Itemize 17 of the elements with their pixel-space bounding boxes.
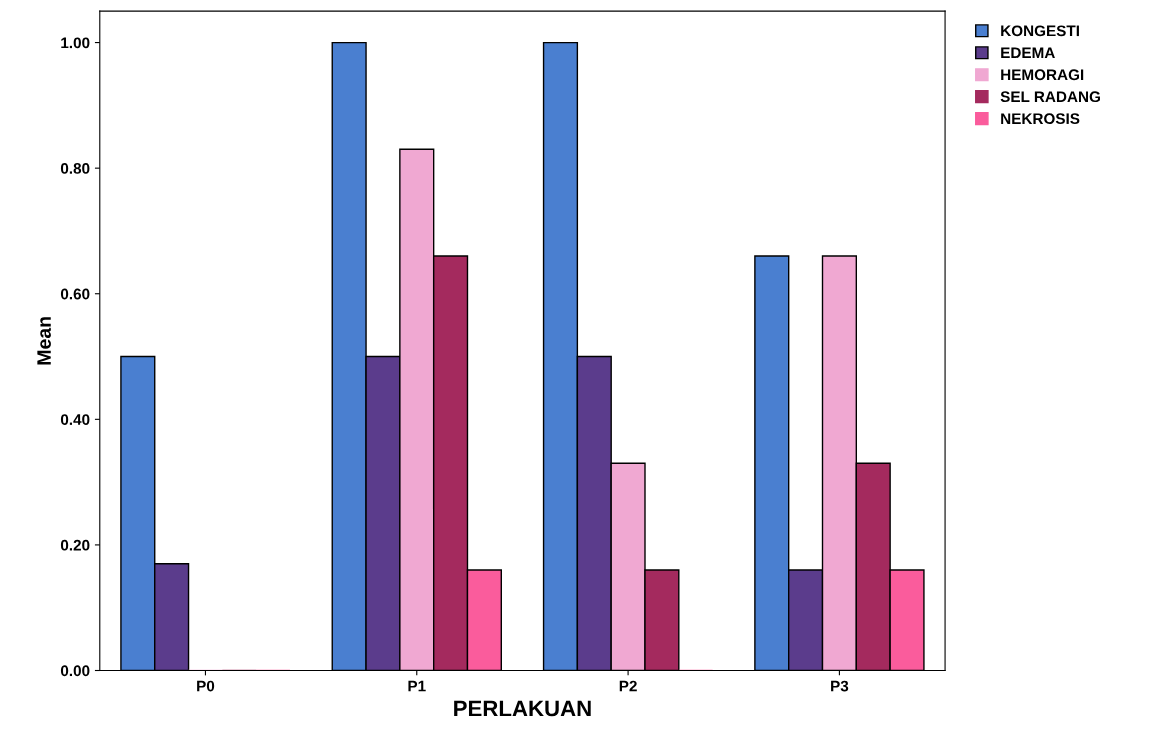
y-axis-title: Mean [37,317,51,365]
y-tick-label: 0.60 [60,288,90,300]
y-tick-label: 1.00 [61,37,90,49]
x-tick-label: P0 [197,680,215,692]
x-tick-label: P3 [831,680,849,692]
y-tick-label: 0.20 [60,539,90,551]
x-tick-label: P2 [619,680,637,692]
x-tick-label: P1 [408,680,426,692]
legend-label: NEKROSIS [1001,113,1080,125]
legend-label: HEMORAGI [1001,69,1084,81]
legend-label: KONGESTI [1001,25,1079,37]
x-axis-title: PERLAKUAN [454,700,591,717]
y-tick-label: 0.80 [60,163,90,174]
y-tick-label: 0.00 [60,665,90,677]
legend-label: EDEMA [1001,47,1055,59]
y-tick-label: 0.40 [60,414,90,426]
legend-label: SEL RADANG [1000,91,1100,103]
